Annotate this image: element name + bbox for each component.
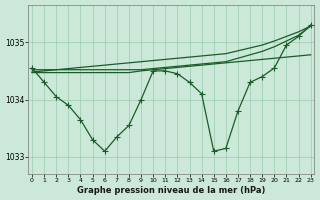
- X-axis label: Graphe pression niveau de la mer (hPa): Graphe pression niveau de la mer (hPa): [77, 186, 266, 195]
